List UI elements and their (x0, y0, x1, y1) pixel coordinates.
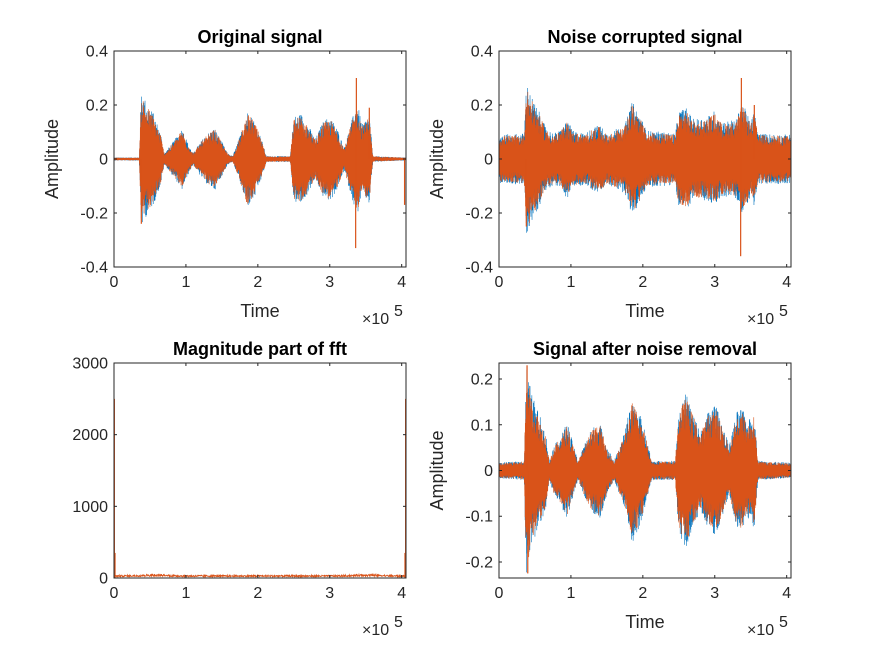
y-tick-label: 1000 (72, 499, 108, 516)
y-tick-label: 0 (484, 463, 493, 480)
fft-magnitude-trace (114, 572, 406, 578)
x-tick-label: 0 (110, 585, 119, 602)
y-tick-label: 0 (99, 571, 108, 588)
y-tick-label: -0.2 (80, 206, 108, 223)
data-area (499, 365, 791, 574)
chart-title: Signal after noise removal (533, 339, 757, 359)
chart-title: Noise corrupted signal (547, 27, 742, 47)
x-tick-label: 2 (638, 274, 647, 291)
x-tick-label: 1 (181, 274, 190, 291)
x-exponent-label: ×10 (747, 622, 774, 639)
x-exponent-label: ×10 (362, 622, 389, 639)
y-axis-label: Amplitude (427, 119, 447, 199)
x-tick-label: 2 (253, 585, 262, 602)
y-axis-label: Amplitude (42, 119, 62, 199)
series-orange-trace (499, 388, 791, 558)
x-tick-label: 4 (782, 585, 791, 602)
data-area (114, 78, 406, 249)
y-tick-label: -0.4 (465, 260, 493, 277)
x-exponent-label: ×10 (747, 311, 774, 328)
x-tick-label: 3 (710, 585, 719, 602)
x-tick-label: 3 (710, 274, 719, 291)
x-tick-label: 0 (110, 274, 119, 291)
x-tick-label: 3 (325, 585, 334, 602)
y-tick-label: 3000 (72, 356, 108, 373)
axes-frame (113, 362, 407, 579)
x-tick-label: 1 (566, 585, 575, 602)
series-orange-trace (499, 91, 791, 223)
y-axis-label: Amplitude (427, 430, 447, 510)
y-tick-label: 2000 (72, 427, 108, 444)
x-axis-label: Time (625, 612, 664, 632)
x-tick-label: 2 (253, 274, 262, 291)
chart-title: Magnitude part of fft (173, 339, 347, 359)
x-tick-label: 4 (397, 274, 406, 291)
y-tick-label: -0.4 (80, 260, 108, 277)
x-tick-label: 4 (397, 585, 406, 602)
x-axis-label: Time (240, 301, 279, 321)
x-tick-label: 3 (325, 274, 334, 291)
axes-background (114, 363, 406, 578)
y-tick-label: -0.2 (465, 206, 493, 223)
chart-title: Original signal (197, 27, 322, 47)
x-tick-label: 0 (495, 274, 504, 291)
y-tick-label: -0.1 (465, 509, 493, 526)
y-tick-label: 0 (484, 152, 493, 169)
x-tick-label: 1 (566, 274, 575, 291)
x-exponent-power: 5 (779, 303, 788, 320)
y-tick-label: 0.1 (471, 417, 493, 434)
y-tick-label: 0.2 (471, 372, 493, 389)
y-tick-label: 0.4 (86, 44, 108, 61)
plot-noise-corrupted-signal: 0 1 2 3 4 -0.4 -0.2 0 0.2 0.4 Noise corrupted sign… (427, 27, 792, 328)
y-tick-label: 0.2 (86, 98, 108, 115)
data-area (499, 78, 791, 257)
x-exponent-power: 5 (779, 614, 788, 631)
x-tick-label: 0 (495, 585, 504, 602)
x-tick-label: 2 (638, 585, 647, 602)
y-tick-label: -0.2 (465, 554, 493, 571)
x-exponent-power: 5 (394, 614, 403, 631)
plot-magnitude-fft: 0 1 2 3 4 0 1000 2000 3000 Magnitude part of fft ×… (72, 339, 407, 639)
y-tick-label: 0.4 (471, 44, 493, 61)
plot-original-signal: 0 1 2 3 4 -0.4 -0.2 0 0.2 0.4 Original signal Time A… (42, 27, 407, 328)
x-exponent-label: ×10 (362, 311, 389, 328)
plot-signal-after-noise-removal: 0 1 2 3 4 -0.2 -0.1 0 0.1 0.2 Signal after noise r… (427, 339, 792, 639)
series-orange-trace (114, 101, 406, 214)
y-tick-label: 0.2 (471, 98, 493, 115)
x-tick-label: 4 (782, 274, 791, 291)
x-axis-label: Time (625, 301, 664, 321)
x-tick-label: 1 (181, 585, 190, 602)
y-tick-label: 0 (99, 152, 108, 169)
x-exponent-power: 5 (394, 303, 403, 320)
